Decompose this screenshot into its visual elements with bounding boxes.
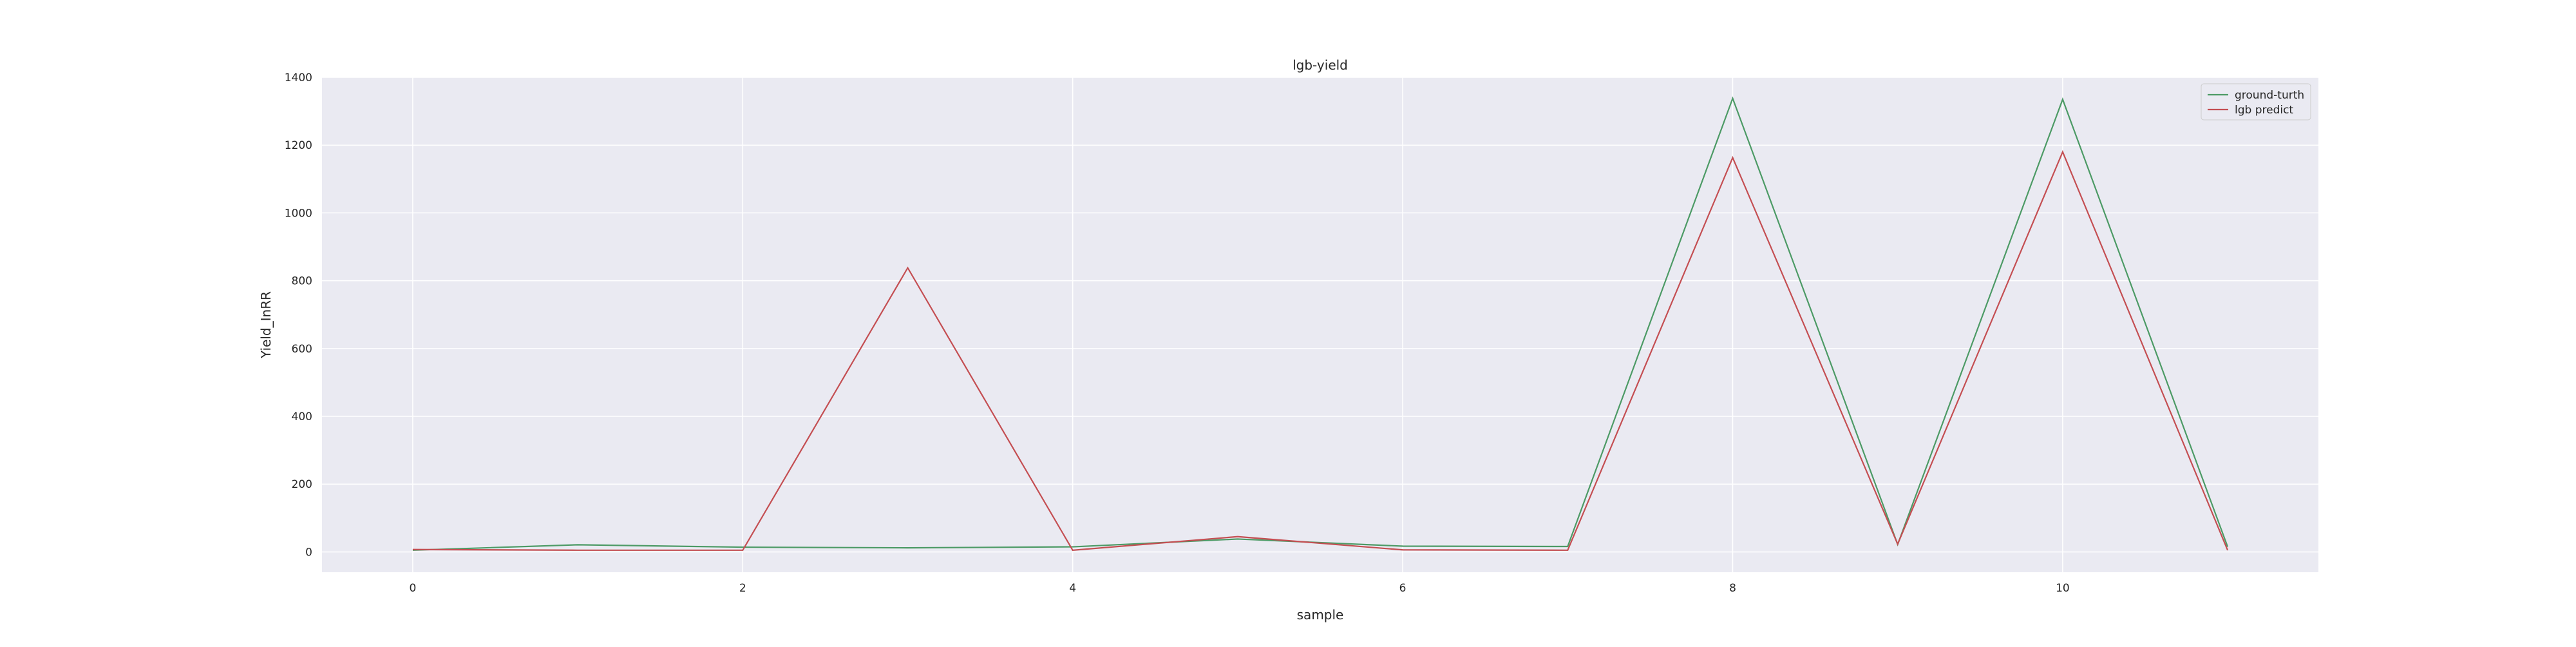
- legend-label: lgb predict: [2235, 104, 2293, 117]
- x-axis-ticks: 0 2 4 6 8 10: [409, 582, 2069, 595]
- x-tick-label: 2: [739, 582, 746, 595]
- y-tick-label: 1400: [285, 72, 312, 84]
- x-tick-label: 10: [2056, 582, 2070, 595]
- y-tick-label: 0: [305, 546, 312, 559]
- series-lines: [412, 96, 2229, 551]
- y-tick-label: 1200: [285, 139, 312, 152]
- x-tick-label: 6: [1399, 582, 1406, 595]
- x-tick-label: 0: [409, 582, 416, 595]
- chart-title: lgb-yield: [1293, 57, 1348, 73]
- y-tick-label: 400: [292, 410, 312, 423]
- y-axis-label: Yield_InRR: [258, 291, 274, 359]
- y-tick-label: 600: [292, 343, 312, 356]
- x-axis-label: sample: [1297, 607, 1344, 623]
- y-tick-label: 1000: [285, 207, 312, 220]
- plot-area: [322, 77, 2318, 572]
- legend-label: ground-turth: [2235, 89, 2304, 102]
- legend-box: [2201, 83, 2311, 121]
- x-tick-label: 4: [1069, 582, 1076, 595]
- grid-lines: [322, 77, 2318, 572]
- series-line-lgb-predict: [412, 150, 2229, 551]
- legend: ground-turth lgb predict: [2201, 83, 2311, 121]
- y-tick-label: 800: [292, 275, 312, 288]
- x-tick-label: 8: [1729, 582, 1736, 595]
- y-axis-ticks: 0 200 400 600 800 1000 1200 1400: [285, 72, 312, 559]
- y-tick-label: 200: [292, 478, 312, 491]
